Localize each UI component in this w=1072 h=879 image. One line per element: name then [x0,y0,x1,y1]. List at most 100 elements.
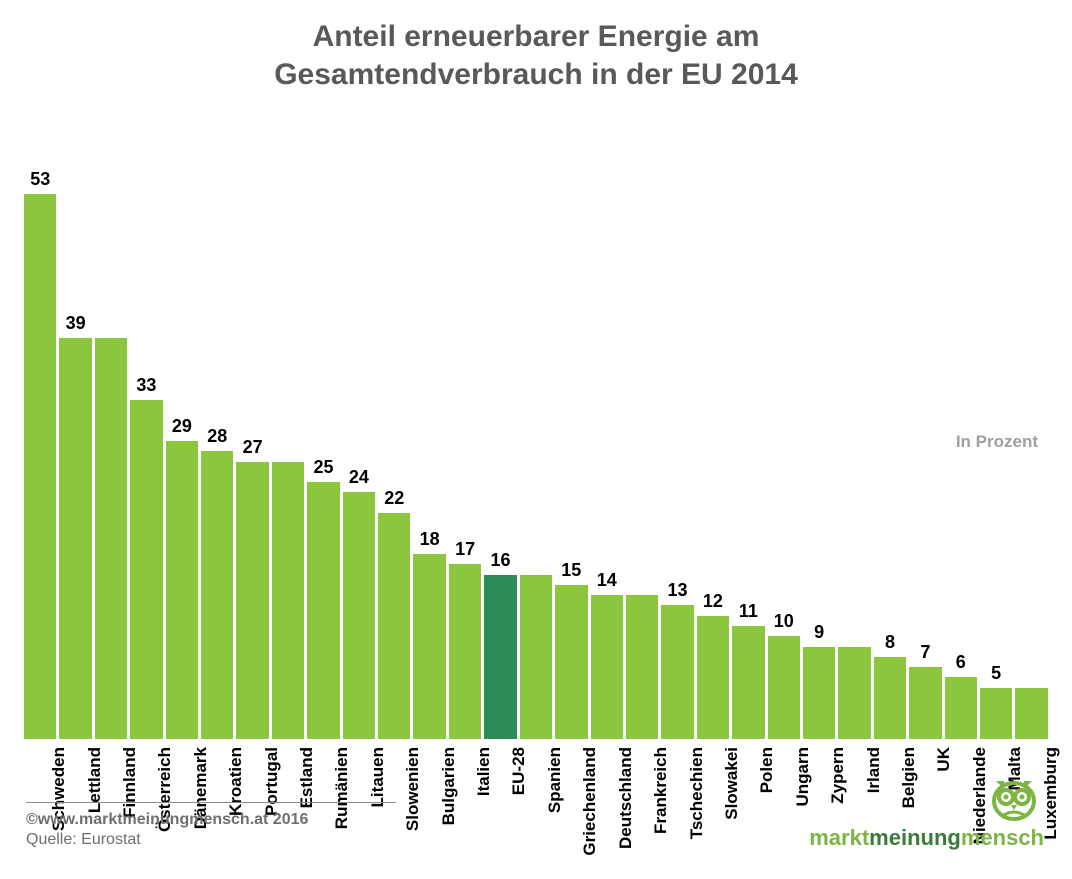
bar-rect [591,595,623,739]
bar-rect [555,585,587,739]
logo-word-2: meinung [869,825,961,850]
bar-rect [343,492,375,739]
bar-column: Estland [272,120,304,739]
bar-value-label: 13 [668,580,688,601]
footer-rule [26,802,396,803]
bar-value-label [286,437,291,458]
bar-column: 5Malta [980,120,1012,739]
bar-value-label [852,622,857,643]
bar-value-label: 27 [243,437,263,458]
bar-rect [697,616,729,739]
brand-logo: marktmeinungmensch [809,775,1044,851]
bar-column: 18Bulgarien [413,120,445,739]
title-line-2: Gesamtendverbrauch in der EU 2014 [0,56,1072,94]
bar-column: Irland [838,120,870,739]
bar-rect [626,595,658,739]
bar-column: 27Portugal [236,120,268,739]
bar-rect [95,338,127,739]
bar-column: 28Kroatien [201,120,233,739]
bar-rect [166,441,198,739]
bar-column: Finnland [95,120,127,739]
bar-rect [201,451,233,739]
logo-text: marktmeinungmensch [809,825,1044,851]
bar-value-label: 8 [885,632,895,653]
bar-rect [803,647,835,739]
bar-column: 29Dänemark [166,120,198,739]
bar-value-label: 28 [207,426,227,447]
bar-value-label: 6 [956,652,966,673]
bar-value-label: 39 [66,313,86,334]
bar-rect [1015,688,1047,739]
logo-word-1: markt [809,825,869,850]
owl-icon [984,775,1044,823]
bar-category-label: Estland [297,747,317,808]
bar-value-label [533,550,538,571]
bar-column: 39Lettland [59,120,91,739]
bar-rect [661,605,693,739]
bar-value-label: 18 [420,529,440,550]
bar-category-label: UK [934,747,954,772]
bar-column: 15Griechenland [555,120,587,739]
bar-rect [378,513,410,739]
bar-value-label: 22 [384,488,404,509]
bar-column: 12Slowakei [697,120,729,739]
bar-value-label: 16 [490,550,510,571]
title-line-1: Anteil erneuerbarer Energie am [0,18,1072,56]
bar-column: 8Belgien [874,120,906,739]
bar-rect [732,626,764,739]
bar-value-label: 9 [814,622,824,643]
bar-rect [520,575,552,739]
bar-value-label [1029,663,1034,684]
bar-column: Spanien [520,120,552,739]
bar-value-label: 24 [349,467,369,488]
bar-column: 16EU-28 [484,120,516,739]
bar-rect [307,482,339,739]
bar-value-label: 29 [172,416,192,437]
bar-column: 6Niederlande [945,120,977,739]
bar-column: 10Ungarn [768,120,800,739]
bar-column: 25Rumänien [307,120,339,739]
bar-column: 13Tschechien [661,120,693,739]
bar-rect [980,688,1012,739]
bar-column: 17Italien [449,120,481,739]
bar-rect [59,338,91,739]
bar-category-label: Polen [757,747,777,793]
bar-chart: 53Schweden39Lettland Finnland33Österreic… [24,120,1048,739]
bar-rect [838,647,870,739]
bar-rect [484,575,516,739]
bar-column: Frankreich [626,120,658,739]
bar-rect [236,462,268,739]
bar-value-label: 7 [920,642,930,663]
bar-column: 24Litauen [343,120,375,739]
bar-rect [272,462,304,739]
bar-value-label: 33 [136,375,156,396]
bar-value-label: 53 [30,169,50,190]
bar-column: 9Zypern [803,120,835,739]
bar-value-label: 17 [455,539,475,560]
bar-column: 22Slowenien [378,120,410,739]
bar-column: 53Schweden [24,120,56,739]
bar-category-label: EU-28 [509,747,529,795]
bar-rect [449,564,481,739]
logo-word-3: mensch [961,825,1044,850]
bar-value-label: 15 [561,560,581,581]
bar-rect [130,400,162,739]
bar-category-label: Italien [474,747,494,796]
bar-rect [24,194,56,739]
bar-rect [909,667,941,739]
bar-value-label: 10 [774,611,794,632]
bar-value-label: 12 [703,591,723,612]
bar-value-label: 11 [739,601,758,622]
bar-value-label [640,570,645,591]
bar-column: 14Deutschland [591,120,623,739]
bar-column: Luxemburg [1015,120,1047,739]
bar-rect [768,636,800,739]
chart-title: Anteil erneuerbarer Energie am Gesamtend… [0,0,1072,93]
bar-rect [945,677,977,739]
bar-value-label: 5 [991,663,1001,684]
bar-column: 7UK [909,120,941,739]
bar-category-label: Litauen [368,747,388,807]
bar-rect [413,554,445,739]
bar-column: 11Polen [732,120,764,739]
bar-value-label [109,313,114,334]
